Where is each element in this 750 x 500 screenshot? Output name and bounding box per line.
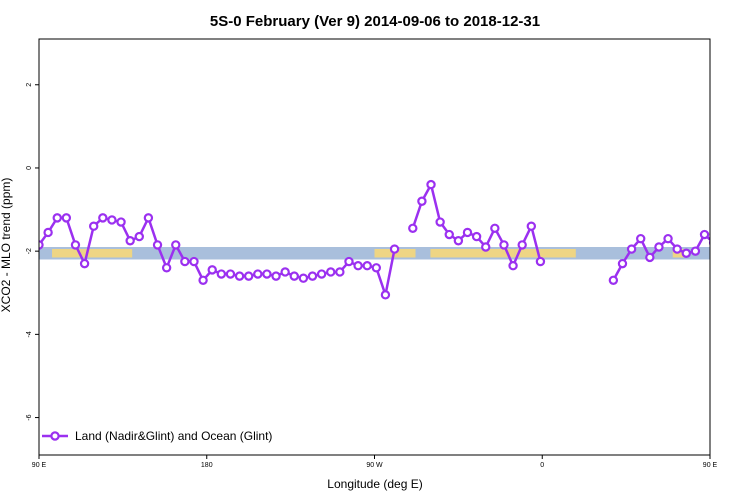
data-point — [79, 258, 90, 269]
land-band-segment — [430, 249, 515, 258]
data-point — [43, 227, 53, 238]
y-tick-label: -6 — [26, 414, 33, 420]
data-point — [198, 275, 208, 285]
data-point — [526, 221, 537, 231]
y-axis-label: XCO2 - MLO trend (ppm) — [0, 178, 13, 313]
data-point — [180, 256, 190, 267]
data-point — [280, 267, 290, 277]
data-point — [70, 240, 81, 250]
x-tick-label: 90 E — [32, 462, 47, 469]
data-point — [161, 263, 172, 273]
data-point — [645, 252, 655, 263]
data-point — [171, 240, 181, 250]
data-point — [134, 231, 144, 242]
data-point — [353, 261, 363, 271]
data-point — [535, 256, 546, 267]
data-point — [98, 213, 108, 223]
data-point — [125, 236, 135, 246]
data-point — [453, 236, 464, 246]
data-point — [617, 258, 628, 269]
land-band-segment — [52, 249, 82, 258]
data-point — [362, 261, 372, 271]
data-point — [52, 213, 62, 223]
y-tick-label: -2 — [26, 248, 33, 254]
data-point — [728, 229, 735, 236]
series-layer — [39, 179, 750, 300]
x-tick-label: 90 E — [703, 462, 718, 469]
data-point — [243, 271, 254, 281]
data-point — [499, 240, 509, 250]
x-tick-label: 90 W — [366, 462, 383, 469]
y-tick-label: 0 — [26, 166, 33, 170]
data-point — [672, 244, 682, 254]
data-point — [508, 261, 518, 271]
data-point — [435, 217, 445, 227]
data-point — [636, 233, 646, 244]
x-tick-label: 0 — [540, 462, 544, 469]
data-point — [699, 229, 710, 240]
data-point — [143, 213, 154, 223]
data-point — [234, 271, 245, 281]
data-point — [444, 229, 454, 240]
data-point — [344, 256, 354, 267]
data-point — [737, 214, 744, 221]
data-point — [107, 215, 117, 225]
chart-title: 5S-0 February (Ver 9) 2014-09-06 to 2018… — [210, 13, 540, 30]
y-tick-label: -4 — [26, 331, 33, 337]
data-point — [462, 227, 473, 238]
data-point — [116, 217, 126, 227]
x-tick-label: 180 — [201, 462, 213, 469]
data-point — [371, 263, 382, 273]
y-axis: 2 0 -2 -4 -6 — [26, 83, 39, 421]
data-point — [389, 244, 400, 254]
data-point — [298, 273, 309, 283]
data-point — [335, 267, 345, 277]
data-point — [719, 241, 726, 248]
data-point — [690, 246, 701, 256]
data-point — [307, 271, 318, 281]
data-point — [326, 267, 336, 277]
data-point — [681, 248, 691, 258]
data-point — [380, 290, 391, 300]
data-point — [262, 269, 272, 279]
data-point — [747, 216, 750, 223]
data-point — [316, 269, 327, 279]
legend-label: Land (Nadir&Glint) and Ocean (Glint) — [75, 429, 272, 443]
data-point — [490, 223, 500, 233]
data-point — [408, 223, 418, 233]
data-point — [417, 196, 427, 206]
data-point — [89, 221, 99, 231]
data-point — [216, 269, 227, 279]
data-point — [471, 231, 482, 242]
data-point — [207, 265, 217, 275]
x-axis-label: Longitude (deg E) — [327, 477, 422, 491]
data-point — [481, 242, 491, 252]
x-axis: 90 E 180 90 W 0 90 E — [32, 455, 718, 469]
data-point — [654, 242, 664, 252]
data-point — [663, 233, 673, 244]
series-group — [39, 179, 750, 300]
legend: Land (Nadir&Glint) and Ocean (Glint) — [42, 429, 272, 443]
data-point — [608, 275, 619, 285]
data-point — [289, 271, 299, 281]
data-point — [426, 179, 436, 190]
land-band-segment — [81, 249, 133, 258]
data-point — [517, 240, 527, 250]
data-point — [253, 269, 263, 279]
trend-band — [39, 247, 710, 260]
data-point — [225, 269, 236, 279]
data-point — [626, 244, 637, 254]
legend-marker — [50, 431, 60, 441]
data-point — [271, 271, 281, 281]
y-tick-label: 2 — [26, 83, 33, 87]
land-band-segment — [514, 249, 576, 258]
data-point — [708, 239, 710, 246]
data-point — [61, 213, 72, 223]
data-point — [152, 240, 163, 250]
data-point — [189, 256, 199, 267]
